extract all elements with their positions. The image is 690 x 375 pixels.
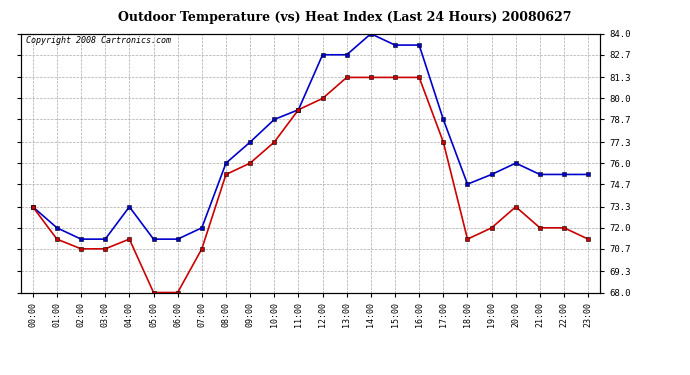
Text: Copyright 2008 Cartronics.com: Copyright 2008 Cartronics.com [26,36,172,45]
Text: Outdoor Temperature (vs) Heat Index (Last 24 Hours) 20080627: Outdoor Temperature (vs) Heat Index (Las… [118,11,572,24]
